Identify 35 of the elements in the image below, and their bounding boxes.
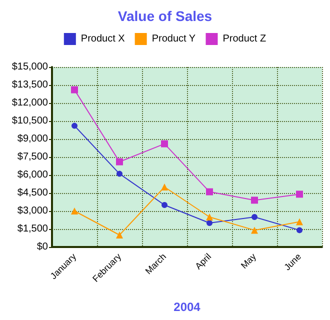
chart-title: Value of Sales [118,8,212,24]
y-tick-label: $7,500 [17,152,48,162]
point [252,214,258,220]
y-tick-label: $15,000 [12,62,48,72]
point [296,190,303,198]
point [161,184,168,190]
point [206,220,212,226]
legend-label: Product X [80,34,126,44]
y-tick-label: $4,500 [17,188,48,198]
y-tick-label: $0 [36,242,48,252]
y-tick-label: $3,000 [17,206,48,216]
point [206,188,213,196]
point [296,227,302,234]
point [251,196,258,204]
point [116,232,123,238]
legend-label: Product Z [222,34,266,44]
y-tick-label: $12,000 [12,98,48,108]
x-axis-title: 2004 [174,300,201,314]
point [71,86,78,94]
point [251,226,258,234]
y-tick-label: $10,500 [12,116,48,126]
y-tick-label: $9,000 [17,134,48,144]
point [116,158,123,166]
point [161,140,168,148]
point [296,218,303,226]
point [116,170,122,177]
point [206,214,213,220]
point [72,122,78,129]
y-tick-label: $6,000 [17,170,48,180]
x-tick-label: May [238,251,258,271]
y-tick-label: $13,500 [12,80,48,90]
y-tick-label: $1,500 [17,224,48,234]
point [71,208,78,214]
legend-label: Product Y [152,34,196,44]
point [162,202,168,208]
